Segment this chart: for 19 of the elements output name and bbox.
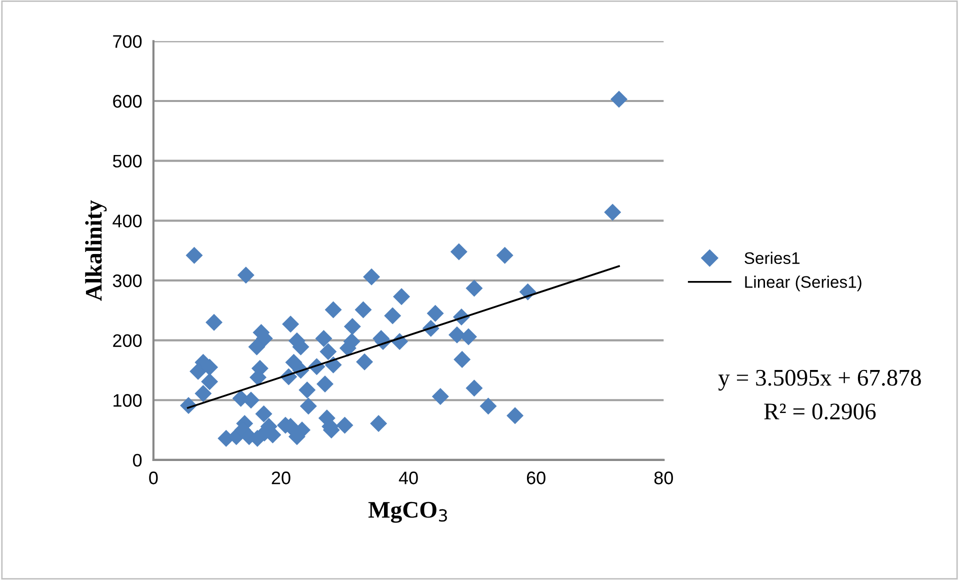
x-tick-label: 60: [526, 472, 546, 484]
y-tick-label: 700: [113, 35, 142, 48]
legend-label: Series1: [744, 252, 800, 264]
y-tick-label: 100: [114, 394, 142, 407]
x-tick-label: 80: [654, 472, 673, 484]
text: y = 3.5095x + 67.878: [718, 370, 921, 391]
x-axis-title: MgCO$_{3}$: [368, 502, 447, 523]
legend-label: Linear (Series1): [745, 276, 862, 292]
y-tick-label: 200: [113, 334, 142, 348]
y-axis-title: Alkalinity: [85, 200, 107, 301]
x-tick-label: 40: [398, 472, 418, 484]
x-tick-label: 0: [149, 472, 158, 484]
y-tick-label: 400: [112, 214, 142, 228]
y-tick-label: 0: [132, 454, 142, 467]
text: R² = 0.2906: [764, 404, 876, 420]
x-tick-label: 20: [272, 472, 290, 484]
y-tick-label: 300: [112, 274, 142, 288]
y-tick-label: 600: [113, 94, 142, 108]
y-tick-label: 500: [112, 154, 142, 168]
